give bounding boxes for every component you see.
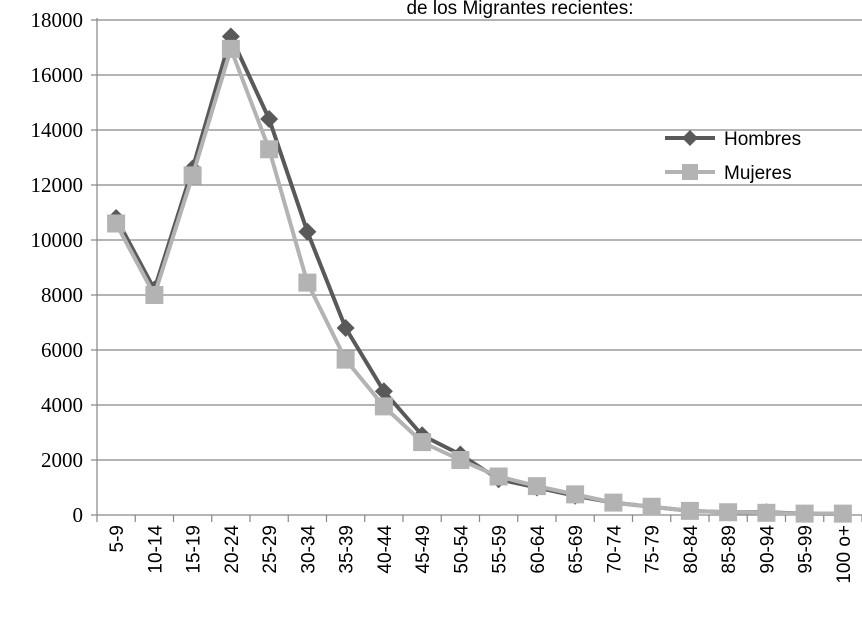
data-point-hombres xyxy=(260,110,279,128)
x-tick-label: 55-59 xyxy=(490,525,511,574)
x-tick-label: 50-54 xyxy=(451,525,472,574)
data-point-hombres xyxy=(336,319,355,337)
x-tick-label: 95-99 xyxy=(796,525,817,574)
y-tick-label: 12000 xyxy=(31,173,84,197)
legend-hombres-marker xyxy=(682,130,698,146)
legend-hombres-label: Hombres xyxy=(724,129,801,150)
y-tick-label: 14000 xyxy=(31,118,84,142)
data-point-mujeres xyxy=(642,497,661,516)
data-point-mujeres xyxy=(489,467,508,486)
y-tick-label: 6000 xyxy=(41,338,83,362)
data-point-mujeres xyxy=(221,39,240,58)
data-point-mujeres xyxy=(451,451,470,469)
data-point-mujeres xyxy=(107,214,126,233)
data-point-mujeres xyxy=(413,433,432,452)
series-layer xyxy=(107,27,852,523)
y-axis-ticks: 0 2000 4000 6000 8000 10000 12000 14000 16000 180… xyxy=(31,8,97,527)
legend-item-hombres: Hombres xyxy=(665,129,801,150)
data-point-mujeres xyxy=(566,485,585,504)
data-point-mujeres xyxy=(604,493,623,512)
x-axis-ticks: 5-9 10-14 15-19 20-24 25-29 30-34 35-39 40-44 45… xyxy=(96,515,862,584)
legend-mujeres-marker xyxy=(682,164,698,180)
y-tick-label: 0 xyxy=(73,503,84,527)
data-point-mujeres xyxy=(183,166,202,185)
data-point-hombres xyxy=(374,382,393,401)
data-point-hombres xyxy=(298,222,317,241)
chart-title: de los Migrantes recientes: xyxy=(406,0,633,19)
y-tick-label: 10000 xyxy=(31,228,84,252)
x-tick-label: 20-24 xyxy=(222,525,243,574)
data-point-mujeres xyxy=(298,273,317,292)
y-tick-label: 8000 xyxy=(41,283,83,307)
data-point-mujeres xyxy=(260,140,279,159)
axes xyxy=(96,18,862,516)
data-point-mujeres xyxy=(833,504,852,523)
x-tick-label: 80-84 xyxy=(681,525,702,574)
series-line-mujeres xyxy=(114,46,843,516)
x-tick-label: 85-89 xyxy=(719,525,740,574)
x-tick-label: 15-19 xyxy=(184,525,205,574)
data-point-mujeres xyxy=(145,286,164,304)
x-tick-label: 100 o+ xyxy=(834,525,855,584)
series-mujeres xyxy=(107,39,852,523)
y-tick-label: 16000 xyxy=(31,63,84,87)
series-line-hombres xyxy=(114,34,843,516)
data-point-mujeres xyxy=(795,504,814,523)
x-tick-label: 35-39 xyxy=(337,525,358,574)
x-tick-label: 65-69 xyxy=(566,525,587,574)
data-point-mujeres xyxy=(719,503,738,522)
x-tick-label: 10-14 xyxy=(145,525,166,574)
series-hombres xyxy=(107,27,852,523)
data-point-mujeres xyxy=(374,397,393,416)
x-tick-label: 90-94 xyxy=(757,525,778,574)
legend: Hombres Mujeres xyxy=(665,129,801,184)
data-point-mujeres xyxy=(680,501,699,520)
x-tick-label: 45-49 xyxy=(413,525,434,574)
x-tick-label: 60-64 xyxy=(528,525,549,574)
y-tick-label: 4000 xyxy=(41,393,83,417)
legend-item-mujeres: Mujeres xyxy=(665,163,792,184)
x-tick-label: 5-9 xyxy=(107,525,128,552)
data-point-mujeres xyxy=(336,350,355,369)
x-tick-label: 75-79 xyxy=(643,525,664,574)
x-tick-label: 70-74 xyxy=(604,525,625,574)
y-tick-label: 2000 xyxy=(41,448,83,472)
x-tick-label: 40-44 xyxy=(375,525,396,574)
data-point-mujeres xyxy=(527,477,546,496)
x-tick-label: 25-29 xyxy=(260,525,281,574)
x-tick-label: 30-34 xyxy=(298,525,319,574)
y-tick-label: 18000 xyxy=(31,8,84,32)
grid xyxy=(97,19,862,461)
data-point-mujeres xyxy=(757,503,776,522)
legend-mujeres-label: Mujeres xyxy=(724,163,792,184)
